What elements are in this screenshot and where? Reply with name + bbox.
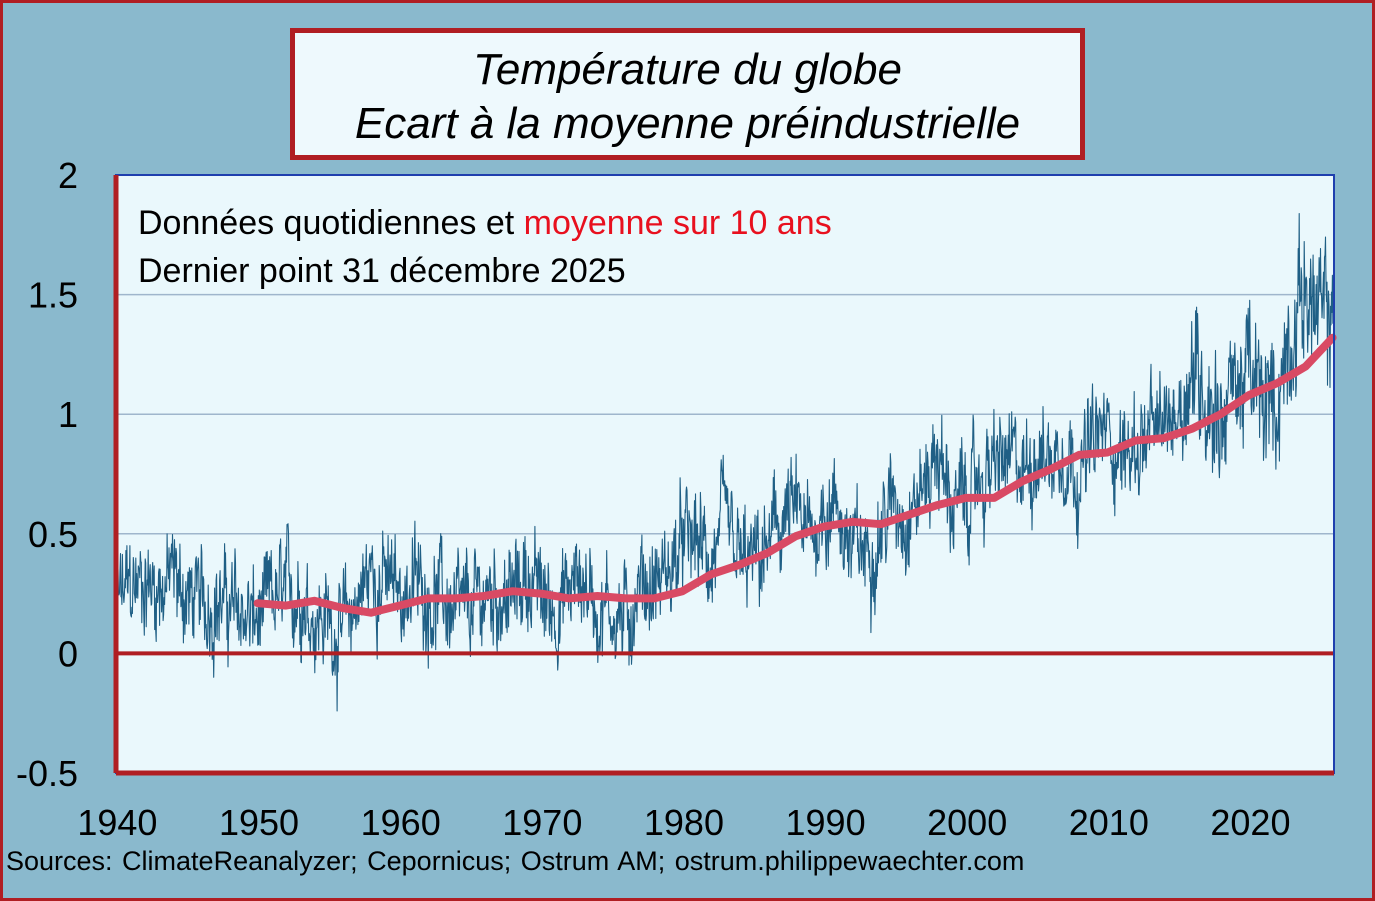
y-tick-label: 0 bbox=[58, 633, 78, 674]
chart-title: Température du globe bbox=[473, 45, 902, 94]
daily-series bbox=[115, 213, 1334, 712]
chart-title-box: Température du globe Ecart à la moyenne … bbox=[290, 28, 1085, 160]
moving-average-line bbox=[253, 333, 1337, 617]
annotation-line-2: Dernier point 31 décembre 2025 bbox=[138, 252, 626, 290]
chart-subtitle: Ecart à la moyenne préindustrielle bbox=[354, 99, 1021, 148]
grid-lines bbox=[116, 293, 1334, 535]
x-tick-label: 2020 bbox=[1210, 802, 1290, 843]
x-tick-label: 1940 bbox=[77, 802, 157, 843]
y-tick-labels: 2 1.5 1 0.5 0 -0.5 bbox=[16, 155, 78, 794]
annotation-prefix: Données quotidiennes et bbox=[138, 204, 524, 242]
y-tick-label: 1 bbox=[58, 394, 78, 435]
annotation-highlight: moyenne sur 10 ans bbox=[524, 204, 832, 242]
moving-average-series bbox=[253, 333, 1337, 617]
y-tick-label: 0.5 bbox=[28, 514, 78, 555]
x-tick-label: 2000 bbox=[927, 802, 1007, 843]
x-tick-label: 1980 bbox=[644, 802, 724, 843]
y-tick-label: 2 bbox=[58, 155, 78, 196]
x-tick-label: 1970 bbox=[502, 802, 582, 843]
x-tick-label: 1990 bbox=[786, 802, 866, 843]
x-tick-label: 2010 bbox=[1069, 802, 1149, 843]
x-tick-labels: 1940 1950 1960 1970 1980 1990 2000 2010 2020 bbox=[77, 802, 1290, 843]
y-tick-label: -0.5 bbox=[16, 753, 78, 794]
y-tick-label: 1.5 bbox=[28, 275, 78, 316]
x-tick-label: 1950 bbox=[219, 802, 299, 843]
annotation-line-1: Données quotidiennes et moyenne sur 10 a… bbox=[138, 204, 832, 242]
sources-note: Sources: ClimateReanalyzer; Cepornicus; … bbox=[6, 846, 1025, 876]
x-tick-label: 1960 bbox=[361, 802, 441, 843]
daily-line bbox=[115, 213, 1334, 712]
